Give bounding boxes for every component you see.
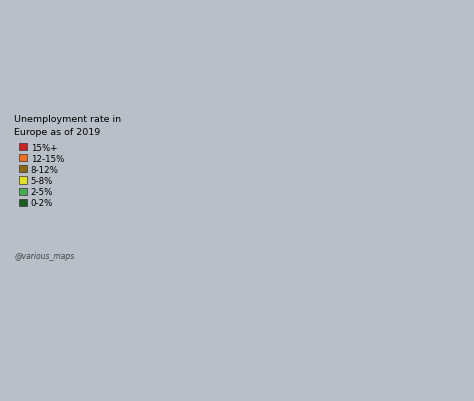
- Text: @various_maps: @various_maps: [14, 252, 74, 261]
- Text: Unemployment rate in: Unemployment rate in: [14, 115, 121, 124]
- Text: Europe as of 2019: Europe as of 2019: [14, 128, 100, 136]
- Legend: 15%+, 12-15%, 8-12%, 5-8%, 2-5%, 0-2%: 15%+, 12-15%, 8-12%, 5-8%, 2-5%, 0-2%: [18, 143, 64, 208]
